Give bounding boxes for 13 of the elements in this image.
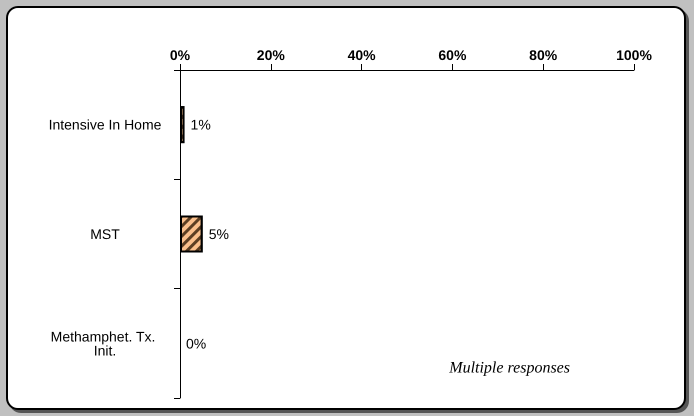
annotation: Multiple responses [448,360,570,376]
x-tick-label: 20% [256,47,286,63]
data-label: 5% [208,226,229,242]
x-tick-label: 0% [170,47,191,63]
x-tick-label: 40% [348,47,376,63]
y-tick-label: Intensive In Home [48,116,162,133]
y-tick-label: Methamphet. Tx. Init. [50,328,160,358]
x-tick-label: 100% [616,47,652,63]
data-label: 0% [186,335,206,352]
x-tick-label: 80% [529,47,558,63]
data-label: 1% [190,116,211,133]
y-tick-label: MST [90,226,120,242]
x-tick-label: 60% [438,47,467,63]
